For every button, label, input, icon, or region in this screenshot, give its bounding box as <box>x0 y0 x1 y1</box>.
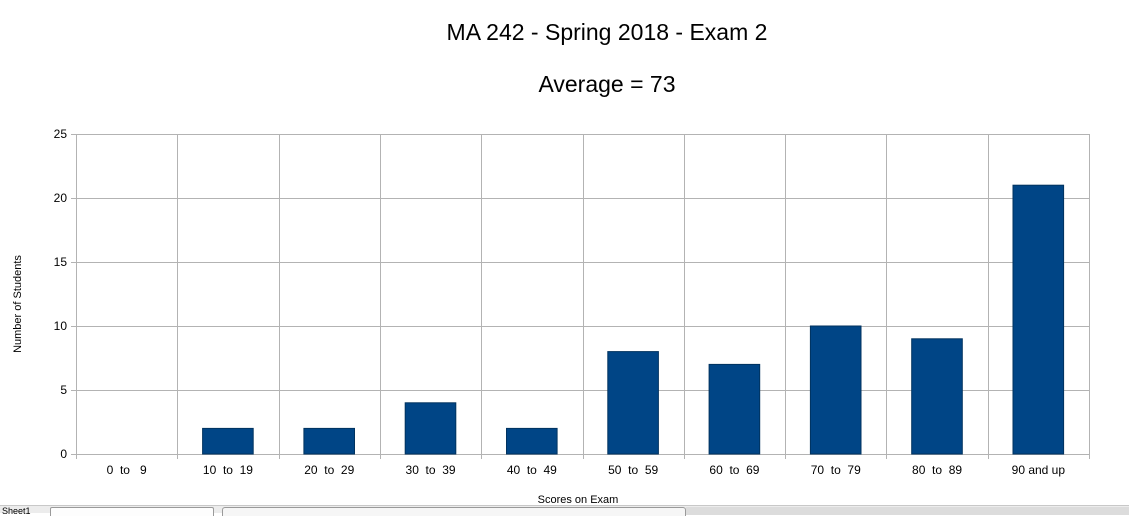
grid <box>71 134 1090 459</box>
bar <box>202 427 254 455</box>
y-tick-label: 20 <box>54 191 68 205</box>
bar <box>607 351 659 455</box>
bar <box>708 363 761 455</box>
x-tick-label: 30 to 39 <box>406 463 456 477</box>
y-tick-label: 5 <box>60 383 67 397</box>
y-axis-ticks: 0 5 10 15 20 25 <box>54 127 68 461</box>
chart-title: MA 242 - Spring 2018 - Exam 2 <box>447 19 768 45</box>
x-tick-label: 60 to 69 <box>709 463 759 477</box>
x-tick-label: 90 and up <box>1012 463 1066 477</box>
x-tick-label: 10 to 19 <box>203 463 253 477</box>
sheet-tab-label[interactable]: Sheet1 <box>2 507 31 515</box>
bar <box>911 338 963 455</box>
bar <box>1012 184 1065 455</box>
x-tick-label: 40 to 49 <box>507 463 557 477</box>
y-tick-label: 25 <box>54 127 68 141</box>
x-tick-label: 50 to 59 <box>608 463 658 477</box>
x-tick-label: 80 to 89 <box>912 463 962 477</box>
y-tick-label: 10 <box>54 319 68 333</box>
bars <box>202 184 1065 455</box>
x-axis-label: Scores on Exam <box>538 494 619 505</box>
bar <box>404 402 457 455</box>
y-axis-label: Number of Students <box>12 255 24 353</box>
bar <box>506 427 558 455</box>
y-tick-label: 15 <box>54 255 68 269</box>
x-axis-ticks: 0 to 9 10 to 19 20 to 29 30 to 39 40 to 49 50… <box>107 463 1066 477</box>
bar <box>303 427 355 455</box>
x-tick-label: 70 to 79 <box>811 463 861 477</box>
chart-subtitle: Average = 73 <box>538 71 675 97</box>
scrollbar-track[interactable] <box>686 507 1129 515</box>
y-tick-label: 0 <box>60 447 67 461</box>
bar <box>809 325 862 455</box>
x-tick-label: 0 to 9 <box>107 463 147 477</box>
chart: MA 242 - Spring 2018 - Exam 2 Average = … <box>12 19 1090 505</box>
x-tick-label: 20 to 29 <box>304 463 354 477</box>
